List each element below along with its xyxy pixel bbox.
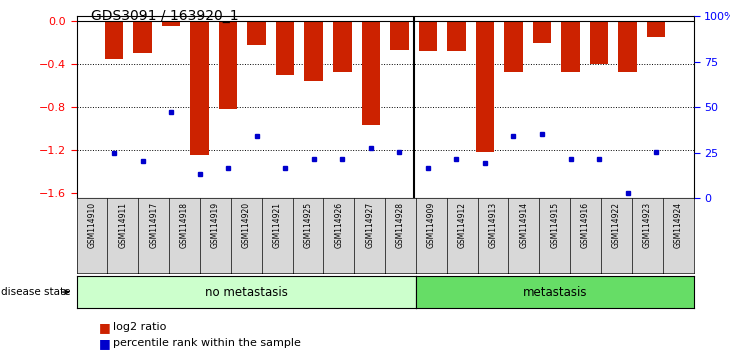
Bar (561, 21, 580, 72)
Text: GSM114913: GSM114913 (488, 202, 498, 248)
Bar (162, 21, 180, 25)
Text: metastasis: metastasis (523, 286, 587, 298)
Text: GSM114920: GSM114920 (242, 202, 251, 248)
Bar (276, 21, 294, 75)
Text: GSM114923: GSM114923 (642, 202, 652, 248)
Text: GSM114928: GSM114928 (396, 202, 405, 248)
Bar (533, 21, 551, 43)
Bar (247, 21, 266, 45)
Text: disease state: disease state (1, 287, 71, 297)
Bar (390, 21, 409, 50)
Text: GSM114919: GSM114919 (211, 202, 220, 248)
Text: log2 ratio: log2 ratio (113, 322, 166, 332)
Bar (104, 21, 123, 59)
Bar (304, 21, 323, 81)
Text: ■: ■ (99, 321, 110, 334)
Bar (504, 21, 523, 72)
Bar (361, 21, 380, 125)
Text: GDS3091 / 163920_1: GDS3091 / 163920_1 (91, 9, 239, 23)
Bar (333, 21, 352, 72)
Text: GSM114924: GSM114924 (674, 202, 683, 248)
Bar (476, 21, 494, 152)
Text: GSM114918: GSM114918 (180, 202, 189, 248)
Text: GSM114911: GSM114911 (118, 202, 128, 248)
Text: GSM114914: GSM114914 (519, 202, 529, 248)
Text: GSM114917: GSM114917 (149, 202, 158, 248)
Bar (418, 21, 437, 51)
Bar (219, 21, 237, 109)
Text: no metastasis: no metastasis (205, 286, 288, 298)
Text: GSM114910: GSM114910 (88, 202, 96, 248)
Bar (618, 21, 637, 72)
Text: GSM114915: GSM114915 (550, 202, 559, 248)
Bar (447, 21, 466, 51)
Text: GSM114925: GSM114925 (304, 202, 312, 248)
Text: ■: ■ (99, 337, 110, 350)
Text: GSM114909: GSM114909 (427, 202, 436, 248)
Text: GSM114927: GSM114927 (365, 202, 374, 248)
Bar (191, 21, 209, 155)
Text: GSM114912: GSM114912 (458, 202, 466, 248)
Bar (647, 21, 666, 38)
Bar (590, 21, 608, 64)
Text: GSM114922: GSM114922 (612, 202, 621, 248)
Text: GSM114926: GSM114926 (334, 202, 343, 248)
Text: GSM114916: GSM114916 (581, 202, 590, 248)
Bar (134, 21, 152, 53)
Text: GSM114921: GSM114921 (272, 202, 282, 248)
Text: percentile rank within the sample: percentile rank within the sample (113, 338, 301, 348)
